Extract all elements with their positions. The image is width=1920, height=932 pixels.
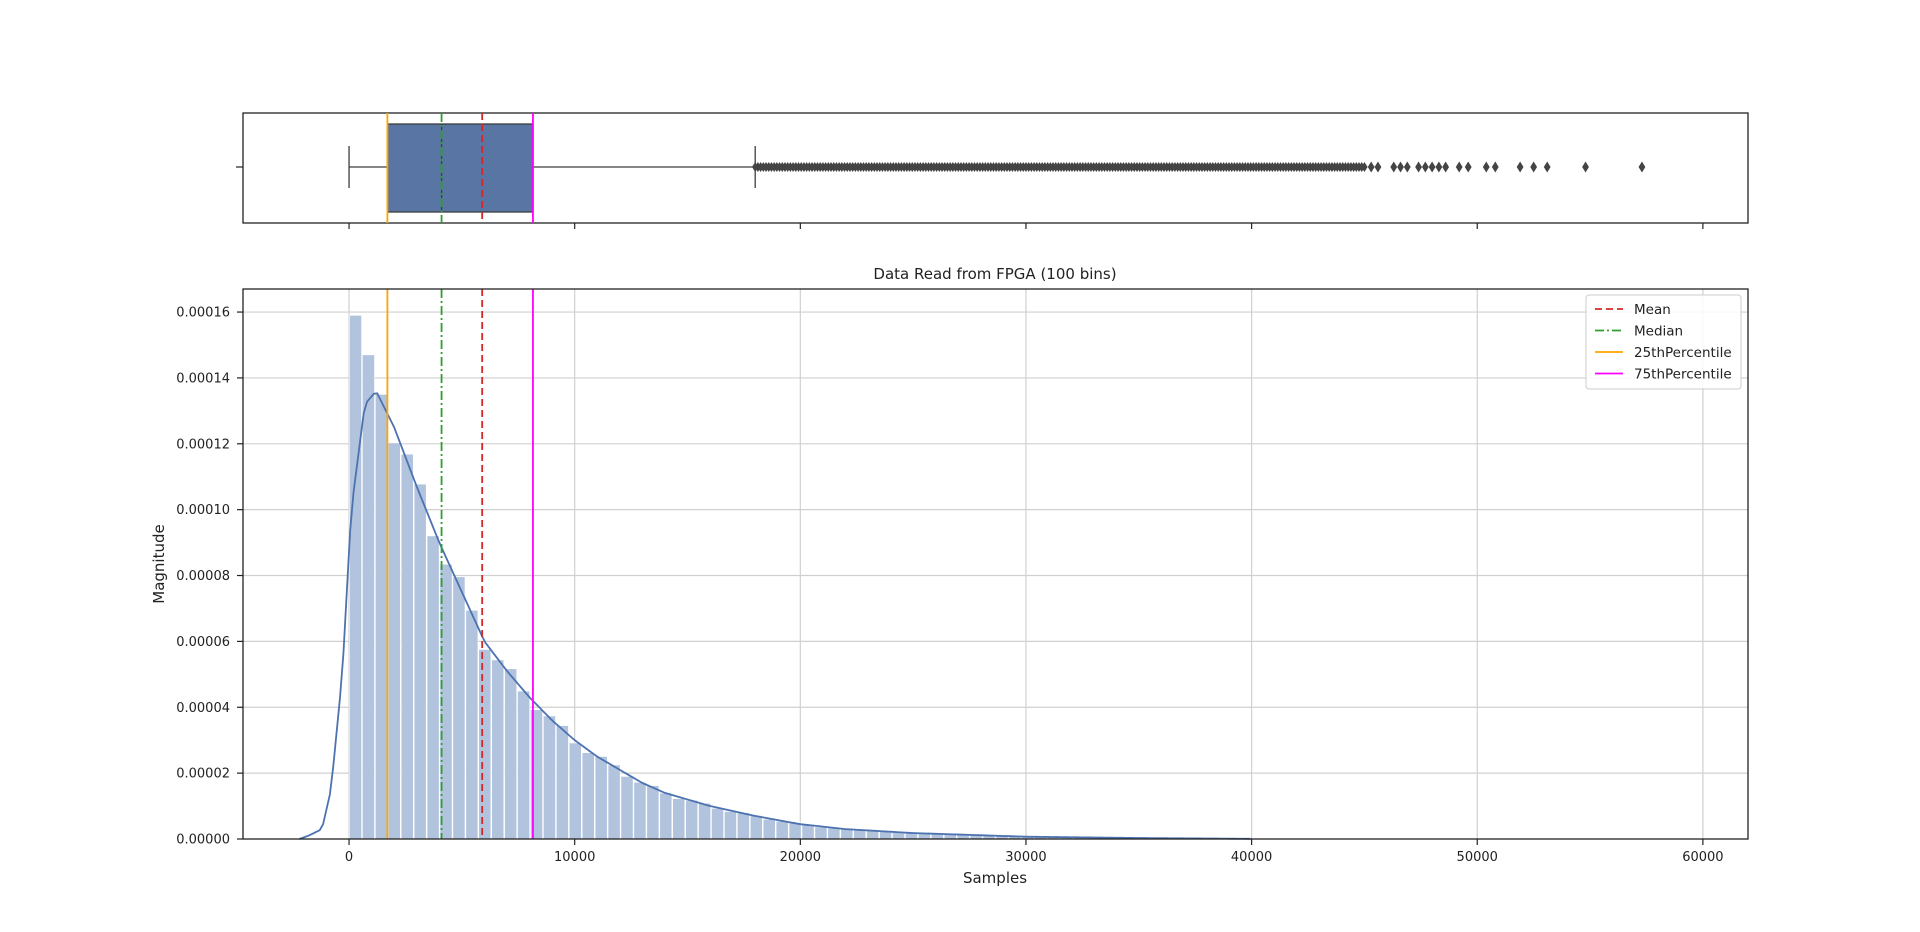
histogram-bar (594, 756, 608, 840)
box-outlier (1491, 161, 1499, 173)
legend-label-mean: Mean (1634, 302, 1671, 318)
histogram-bar (543, 715, 556, 840)
histogram-reference-lines (386, 289, 534, 839)
histogram-bar (465, 610, 479, 840)
x-tick-label: 30000 (1005, 850, 1046, 865)
y-tick-label: 0.00006 (176, 635, 230, 650)
histogram-x-ticks: 0 10000 20000 30000 40000 50000 60000 (345, 839, 1724, 865)
box-outlier (1455, 161, 1463, 173)
x-tick-label: 50000 (1457, 850, 1498, 865)
histogram-bar (659, 792, 673, 840)
box-outlier (1428, 161, 1436, 173)
histogram-bar (866, 830, 880, 840)
histogram-bar (853, 829, 867, 840)
x-axis-label: Samples (963, 869, 1027, 887)
histogram-bar (711, 807, 724, 840)
histogram-bar (400, 453, 414, 840)
histogram-bar (646, 785, 660, 840)
box-outlier (1415, 161, 1422, 173)
histogram-bar (517, 690, 530, 840)
x-tick-label: 40000 (1231, 850, 1272, 865)
y-tick-label: 0.00002 (176, 767, 230, 782)
histogram-bar (737, 812, 750, 840)
histogram-frame (242, 288, 1749, 840)
y-tick-label: 0.00004 (176, 701, 230, 716)
histogram-bar (426, 535, 440, 840)
box-outlier (1421, 161, 1429, 173)
box-outlier (1582, 161, 1589, 173)
box-outlier-dense (1361, 162, 1368, 172)
chart-title: Data Read from FPGA (100 bins) (873, 265, 1116, 283)
histogram-bar (685, 800, 699, 840)
box-outlier (1374, 161, 1382, 173)
legend-label-25thpercentile: 25thPercentile (1634, 345, 1732, 361)
box-outlier (1516, 161, 1524, 173)
histogram-bar (633, 781, 647, 840)
histogram-bar (452, 576, 466, 840)
histogram-bar (556, 725, 569, 840)
y-tick-label: 0.00016 (176, 306, 230, 321)
histogram-bar (568, 742, 582, 840)
box-outlier (1397, 161, 1404, 173)
box-outlier (1367, 161, 1375, 173)
x-tick-label: 0 (345, 850, 353, 865)
x-tick-label: 10000 (554, 850, 595, 865)
box-outlier (1638, 161, 1646, 173)
histogram-bar (749, 815, 763, 840)
histogram-bar (387, 442, 401, 840)
y-tick-label: 0.00014 (176, 371, 230, 386)
boxplot-panel (236, 112, 1749, 229)
y-axis-label: Magnitude (150, 524, 168, 603)
histogram-bar (762, 818, 776, 840)
histogram-bar (478, 649, 492, 840)
box-outlier (1390, 161, 1398, 173)
histogram-bar (362, 354, 375, 840)
y-tick-label: 0.00000 (176, 833, 230, 848)
y-tick-label: 0.00012 (176, 437, 230, 452)
legend-label-median: Median (1634, 324, 1683, 340)
histogram-bar (413, 483, 427, 840)
box-iqr (386, 123, 534, 213)
box-outlier (1464, 161, 1472, 173)
histogram-bar (801, 824, 815, 840)
kde-curve (299, 392, 1251, 840)
legend-label-75thpercentile: 75thPercentile (1634, 367, 1732, 383)
histogram-bar (827, 827, 841, 840)
histogram-grid (243, 289, 1748, 839)
histogram-bar (375, 394, 388, 840)
histogram-bar (491, 659, 505, 840)
y-tick-label: 0.00010 (176, 503, 230, 518)
histogram-bar (620, 776, 634, 840)
box-outlier (1482, 161, 1490, 173)
box-outlier (1442, 161, 1450, 173)
y-tick-label: 0.00008 (176, 569, 230, 584)
histogram-bar (788, 822, 802, 840)
boxplot-content (348, 113, 1646, 223)
box-outlier (1543, 161, 1551, 173)
histogram-panel: 0 10000 20000 30000 40000 50000 60000 0.000000… (150, 265, 1749, 887)
legend-frame (1585, 294, 1742, 390)
histogram-bar (504, 668, 518, 840)
x-tick-label: 20000 (780, 850, 821, 865)
histogram-bar (349, 315, 362, 840)
histogram-bar (581, 752, 595, 840)
box-outlier (1435, 161, 1443, 173)
histogram-bar (698, 802, 711, 840)
box-outlier (1530, 161, 1538, 173)
x-tick-label: 60000 (1682, 850, 1723, 865)
histogram-bar (724, 811, 737, 840)
histogram-bar (775, 820, 789, 840)
histogram-y-ticks: 0.00000 0.00002 0.00004 0.00006 0.00008 0.000… (176, 306, 243, 848)
box-outlier (1403, 161, 1411, 173)
histogram-bar (814, 826, 828, 840)
boxplot-x-ticks (348, 223, 1704, 229)
histogram-bar (672, 798, 686, 840)
histogram-bar (607, 764, 621, 840)
legend: Mean Median 25thPercentile 75thPercentile (1585, 294, 1742, 390)
